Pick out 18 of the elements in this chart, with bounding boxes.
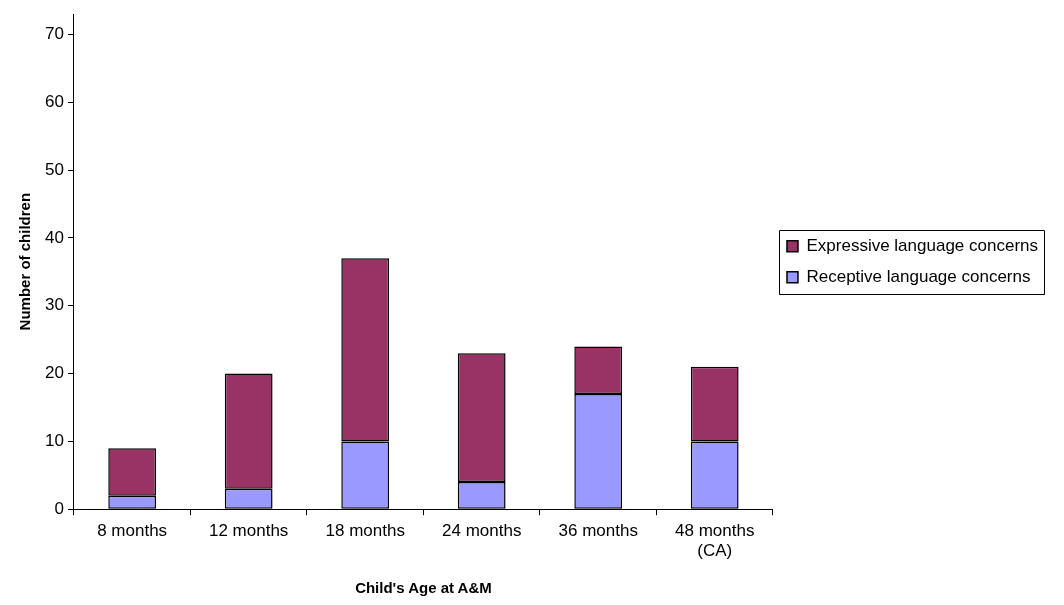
x-tick-label: 18 months	[325, 521, 405, 541]
x-tick-label: 24 months	[442, 521, 522, 541]
y-tick-label: 30	[44, 295, 64, 315]
x-tick-label: 36 months	[558, 521, 638, 541]
legend-label: Expressive language concerns	[806, 235, 1039, 255]
y-tick-label: 60	[44, 92, 64, 112]
x-axis-title: Child's Age at A&M	[355, 579, 492, 597]
y-axis-title: Number of children	[16, 192, 34, 331]
y-tick-label: 70	[44, 24, 64, 44]
x-tick-label: 8 months	[97, 521, 168, 541]
y-tick-label: 20	[44, 363, 64, 383]
x-tick-label: 48 months (CA)	[675, 521, 755, 561]
y-tick-label: 10	[44, 431, 64, 451]
y-tick-label: 40	[44, 227, 64, 247]
legend-label: Receptive language concerns	[806, 266, 1031, 286]
y-tick-label: 0	[54, 498, 64, 518]
y-tick-label: 50	[44, 159, 64, 179]
x-tick-label: 12 months	[208, 521, 289, 541]
